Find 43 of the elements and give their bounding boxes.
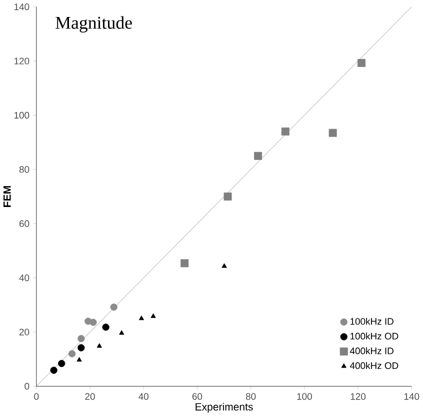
y-tick-label: 100 [14,112,30,119]
point [50,366,58,374]
x-tick-label: 140 [404,393,420,400]
y-tick-label: 80 [19,166,30,173]
x-tick-label: 20 [85,393,95,400]
x-tick-label: 40 [138,393,148,400]
legend-label: 100kHz OD [350,332,398,340]
y-tick-label: 0 [24,382,30,390]
x-tick-label: 120 [350,393,366,400]
point [180,259,189,268]
x-tick-label: 80 [246,393,256,400]
point [110,303,118,311]
y-tick-label: 60 [19,220,30,227]
x-tick-label: 0 [34,393,39,400]
point [254,152,262,160]
point [78,344,85,352]
point [119,330,124,335]
legend-label: 100kHz ID [350,318,394,325]
y-tick-label: 140 [14,3,30,10]
x-tick-label: 60 [192,393,202,400]
legend-label: 400kHz OD [350,362,398,369]
point [102,324,110,331]
y-tick-label: 120 [14,58,30,64]
legend-label: 400kHz ID [350,347,394,354]
point [328,128,337,137]
y-tick-label: 20 [19,328,30,336]
y-tick-label: 40 [19,274,30,282]
point [281,127,290,136]
point [58,360,66,368]
y-axis-title: FEM [4,186,11,207]
point [68,350,76,358]
point [90,318,97,326]
point [76,356,82,362]
x-axis-title: Experiments [196,402,253,413]
point [150,313,156,318]
point [138,316,144,320]
point [224,192,232,200]
point [96,343,102,348]
chart-title: Magnitude [56,16,132,32]
point [78,334,85,342]
point [222,263,227,268]
x-tick-label: 100 [297,393,312,400]
point [358,58,366,67]
